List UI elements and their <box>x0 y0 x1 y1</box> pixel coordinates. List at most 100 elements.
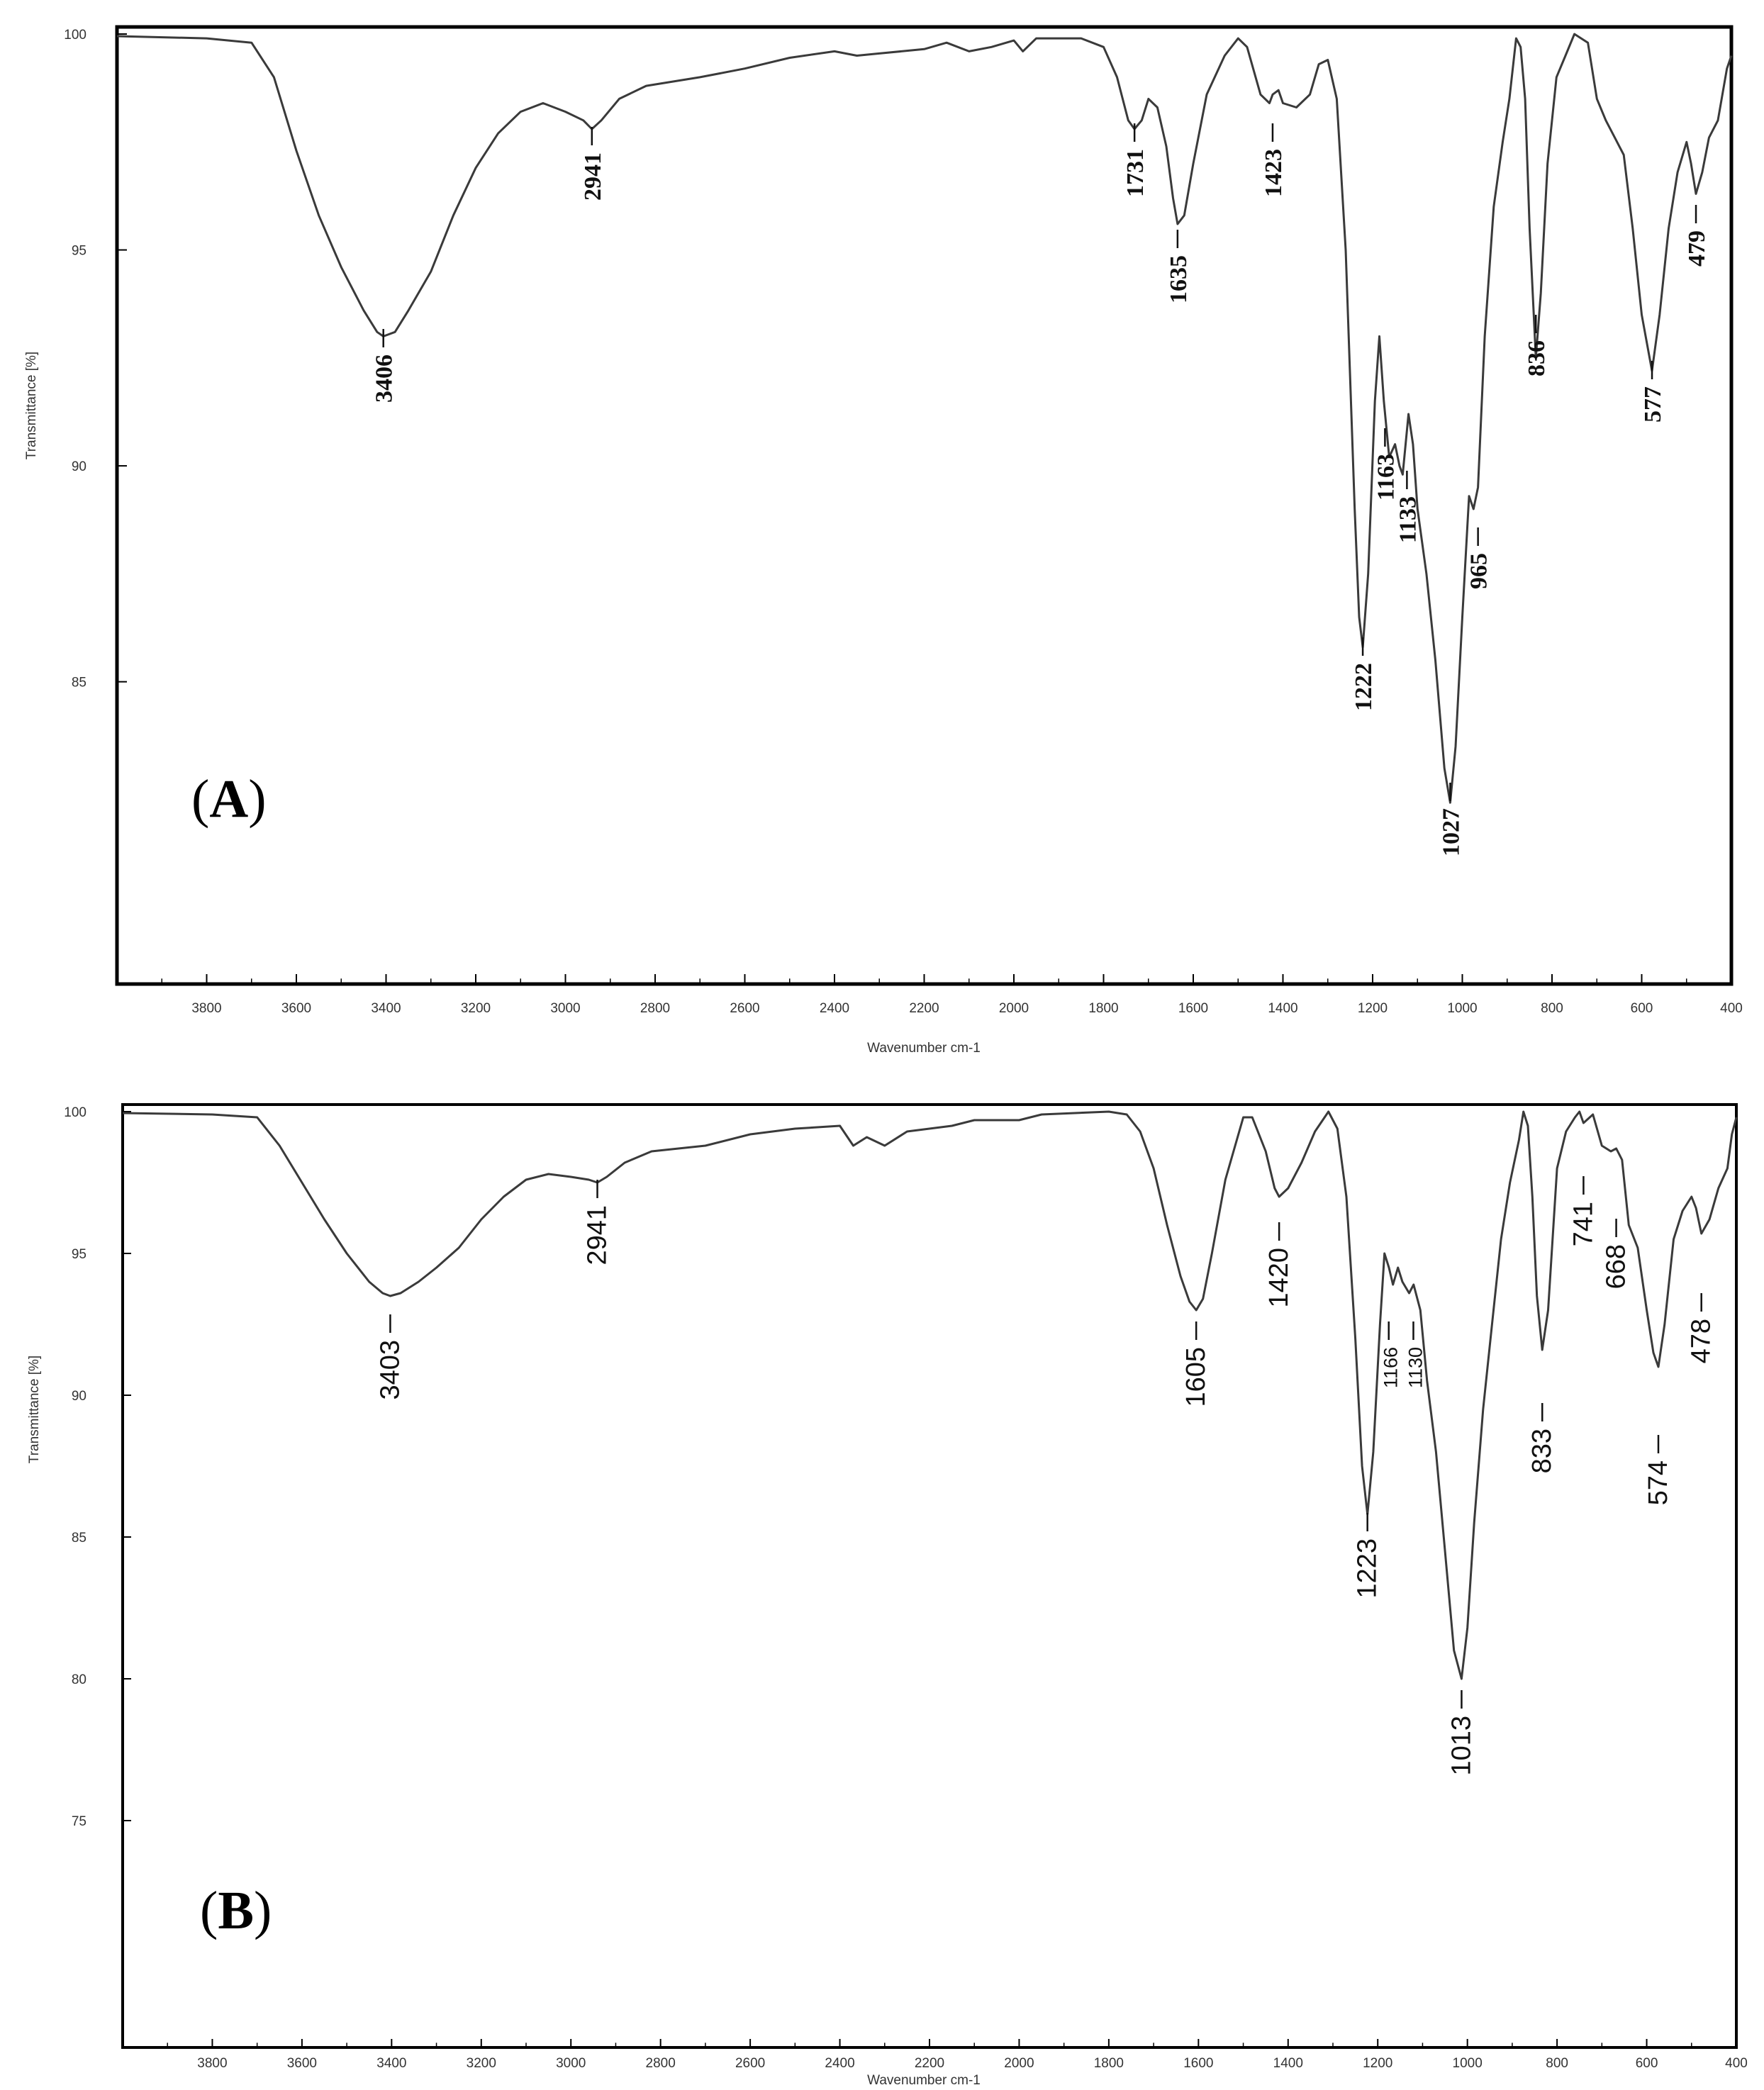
panel-b-peak-label-text: 668 <box>1602 1244 1631 1289</box>
panel-b-peak-label-text: 2941 <box>583 1205 613 1265</box>
panel-b-spectrum-line <box>122 1110 1738 1680</box>
panel-a-x-tick-label: 2400 <box>820 1001 849 1016</box>
panel-b-y-tick-label: 90 <box>72 1389 86 1404</box>
panel-b-x-tick-label: 2000 <box>1004 2056 1034 2071</box>
panel-a-x-tick-label: 400 <box>1720 1001 1743 1016</box>
panel-a-x-tick-label: 1600 <box>1178 1001 1208 1016</box>
panel-a-x-tick-label: 1000 <box>1447 1001 1477 1016</box>
panel-a-x-tick-label: 1200 <box>1358 1001 1388 1016</box>
panel-a-x-tick-label: 800 <box>1541 1001 1563 1016</box>
panel-b-letter-text: B <box>218 1881 254 1940</box>
panel-a-y-axis-title: Transmittance [%] <box>24 352 39 459</box>
panel-a-peak-label-text: 577 <box>1640 386 1666 423</box>
panel-b-y-tick-label: 95 <box>72 1247 86 1262</box>
panel-b-peak-label: 478 <box>1687 1293 1716 1363</box>
panel-a-peak-label: 1133 <box>1395 471 1421 543</box>
panel-a-x-tick-label: 3400 <box>371 1001 401 1016</box>
panel-b-peak-label-text: 1130 <box>1405 1347 1426 1388</box>
panel-b-peak-label-text: 3403 <box>375 1340 405 1400</box>
panel-b-peak-label-text: 1605 <box>1181 1347 1211 1407</box>
panel-a-peak-label-text: 1731 <box>1122 149 1149 197</box>
panel-b-peak-label: 1130 <box>1405 1321 1426 1388</box>
panel-a-peak-label: 1423 <box>1261 123 1287 197</box>
panel-a-peak-label: 3406 <box>372 329 398 403</box>
panel-a-peak-label-text: 1133 <box>1395 496 1421 543</box>
panel-b: 3800 3600 3400 3200 3000 2800 2600 2400 2200 2000… <box>27 1103 1748 2088</box>
panel-a-x-tick-label: 3800 <box>191 1001 221 1016</box>
panel-a-peak-label-text: 1635 <box>1166 255 1192 303</box>
panel-b-letter: (B) <box>200 1881 272 1940</box>
panel-a-x-tick-label: 2600 <box>730 1001 759 1016</box>
panel-b-y-tick-label: 80 <box>72 1672 86 1687</box>
panel-a-x-tick-label: 2000 <box>999 1001 1029 1016</box>
panel-a-peak-label: 965 <box>1466 527 1492 589</box>
panel-b-x-tick-label: 600 <box>1636 2056 1658 2071</box>
panel-a-peak-label: 577 <box>1640 361 1666 423</box>
panel-b-peak-label: 833 <box>1527 1403 1557 1473</box>
panel-b-peak-label: 741 <box>1568 1176 1598 1246</box>
panel-b-x-tick-label: 3600 <box>287 2056 317 2071</box>
panel-a-peak-label: 1635 <box>1166 230 1192 303</box>
panel-a-x-tick-label: 1800 <box>1088 1001 1118 1016</box>
panel-a-x-tick-label: 1400 <box>1268 1001 1297 1016</box>
panel-a-peak-label-text: 1027 <box>1438 808 1464 856</box>
panel-a-y-tick-label: 100 <box>64 28 86 43</box>
panel-b-x-tick-label: 2600 <box>735 2056 765 2071</box>
panel-a-y-tick-label: 90 <box>72 459 86 474</box>
panel-a-peak-label: 1163 <box>1373 428 1399 501</box>
panel-b-peak-label: 1013 <box>1446 1690 1476 1776</box>
panel-b-peak-label-text: 574 <box>1643 1460 1673 1505</box>
panel-a-letter: (A) <box>191 769 267 829</box>
panel-a-x-tick-label: 3000 <box>550 1001 580 1016</box>
panel-a-peak-label: 836 <box>1524 315 1550 376</box>
panel-a-x-tick-label: 3200 <box>461 1001 491 1016</box>
panel-a-peak-label: 1731 <box>1122 123 1149 197</box>
panel-b-y-tick-label: 85 <box>72 1531 86 1546</box>
panel-b-x-tick-label: 2800 <box>646 2056 676 2071</box>
panel-b-x-axis-title: Wavenumber cm-1 <box>867 2073 981 2088</box>
panel-a-peak-label: 2941 <box>580 127 606 201</box>
panel-b-x-tick-label: 2400 <box>825 2056 854 2071</box>
panel-a-peak-label: 479 <box>1684 205 1710 267</box>
panel-a-peak-label-text: 1423 <box>1261 149 1287 197</box>
panel-a-peak-label-text: 836 <box>1524 340 1550 376</box>
panel-a: 3800 3600 3400 3200 3000 2800 2600 2400 2200 2000… <box>24 25 1743 1056</box>
panel-b-peak-label-text: 741 <box>1568 1202 1598 1246</box>
panel-a-x-tick-label: 3600 <box>281 1001 311 1016</box>
panel-a-x-tick-label: 2800 <box>640 1001 670 1016</box>
panel-a-x-axis-title: Wavenumber cm-1 <box>867 1041 981 1056</box>
panel-a-letter-text: A <box>209 769 248 829</box>
panel-b-x-tick-label: 1200 <box>1363 2056 1392 2071</box>
panel-b-x-tick-label: 2200 <box>915 2056 944 2071</box>
panel-a-x-tick-label: 2200 <box>909 1001 939 1016</box>
panel-a-peak-label-text: 479 <box>1684 230 1710 267</box>
panel-b-x-tick-label: 1000 <box>1453 2056 1483 2071</box>
panel-b-x-tick-label: 3200 <box>467 2056 496 2071</box>
panel-b-x-tick-label: 3000 <box>556 2056 586 2071</box>
panel-b-peak-label-text: 478 <box>1687 1319 1716 1363</box>
panel-a-peak-label: 1027 <box>1438 783 1464 856</box>
panel-b-peak-label: 574 <box>1643 1435 1673 1505</box>
panel-b-peak-label: 1223 <box>1353 1513 1383 1599</box>
panel-b-x-tick-label: 1800 <box>1094 2056 1124 2071</box>
panel-b-y-tick-label: 75 <box>72 1814 86 1829</box>
panel-b-peak-label-text: 1166 <box>1380 1347 1402 1388</box>
panel-b-x-tick-label: 1400 <box>1273 2056 1303 2071</box>
panel-b-x-tick-label: 800 <box>1546 2056 1568 2071</box>
panel-a-peak-label-text: 1163 <box>1373 454 1399 501</box>
panel-b-peak-label-text: 1420 <box>1264 1248 1294 1308</box>
panel-b-peak-label: 668 <box>1602 1219 1631 1289</box>
panel-b-y-tick-label: 100 <box>64 1105 86 1120</box>
panel-b-x-tick-label: 3400 <box>376 2056 406 2071</box>
panel-b-peak-label: 1420 <box>1264 1222 1294 1308</box>
panel-b-x-tick-label: 1600 <box>1183 2056 1213 2071</box>
panel-a-y-tick-label: 85 <box>72 676 86 691</box>
panel-a-peak-label: 1222 <box>1351 637 1377 711</box>
panel-a-peak-label-text: 965 <box>1466 553 1492 589</box>
panel-b-peak-label: 2941 <box>583 1180 613 1265</box>
panel-b-y-axis-title: Transmittance [%] <box>27 1356 42 1463</box>
panel-b-peak-label-text: 833 <box>1527 1429 1557 1473</box>
panel-b-x-tick-label: 3800 <box>197 2056 227 2071</box>
